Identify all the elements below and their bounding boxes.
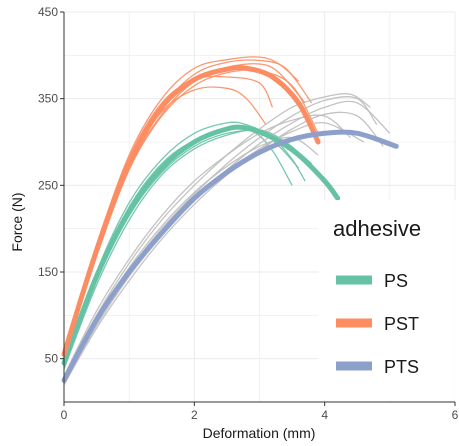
legend-label-pts: PTS: [384, 357, 419, 377]
fit-curve-pts: [61, 129, 399, 383]
raw-curve-ps: [63, 128, 313, 370]
y-tick-label: 350: [38, 92, 58, 106]
x-axis-title: Deformation (mm): [203, 425, 316, 441]
legend-title: adhesive: [333, 216, 421, 241]
legend-label-ps: PS: [384, 271, 408, 291]
x-tick-label: 2: [191, 408, 198, 422]
x-tick-label: 0: [61, 408, 68, 422]
x-tick-label: 6: [452, 408, 459, 422]
y-axis-title: Force (N): [9, 192, 25, 251]
axes: [63, 12, 455, 403]
legend: adhesive PS PST PTS: [318, 200, 459, 400]
x-tick-label: 4: [321, 408, 328, 422]
y-tick-label: 50: [45, 352, 59, 366]
y-tick-label: 150: [38, 265, 58, 279]
y-tick-label: 250: [38, 178, 58, 192]
legend-label-pst: PST: [384, 314, 419, 334]
y-tick-label: 450: [38, 5, 58, 19]
tick-labels: 50 150 250 350 450 0 2 4 6: [38, 5, 459, 422]
legend-entries: PS PST PTS: [336, 271, 419, 377]
fit-curves: [61, 65, 399, 383]
fit-curve-pst: [61, 65, 321, 357]
fit-curve-ps: [61, 124, 341, 366]
